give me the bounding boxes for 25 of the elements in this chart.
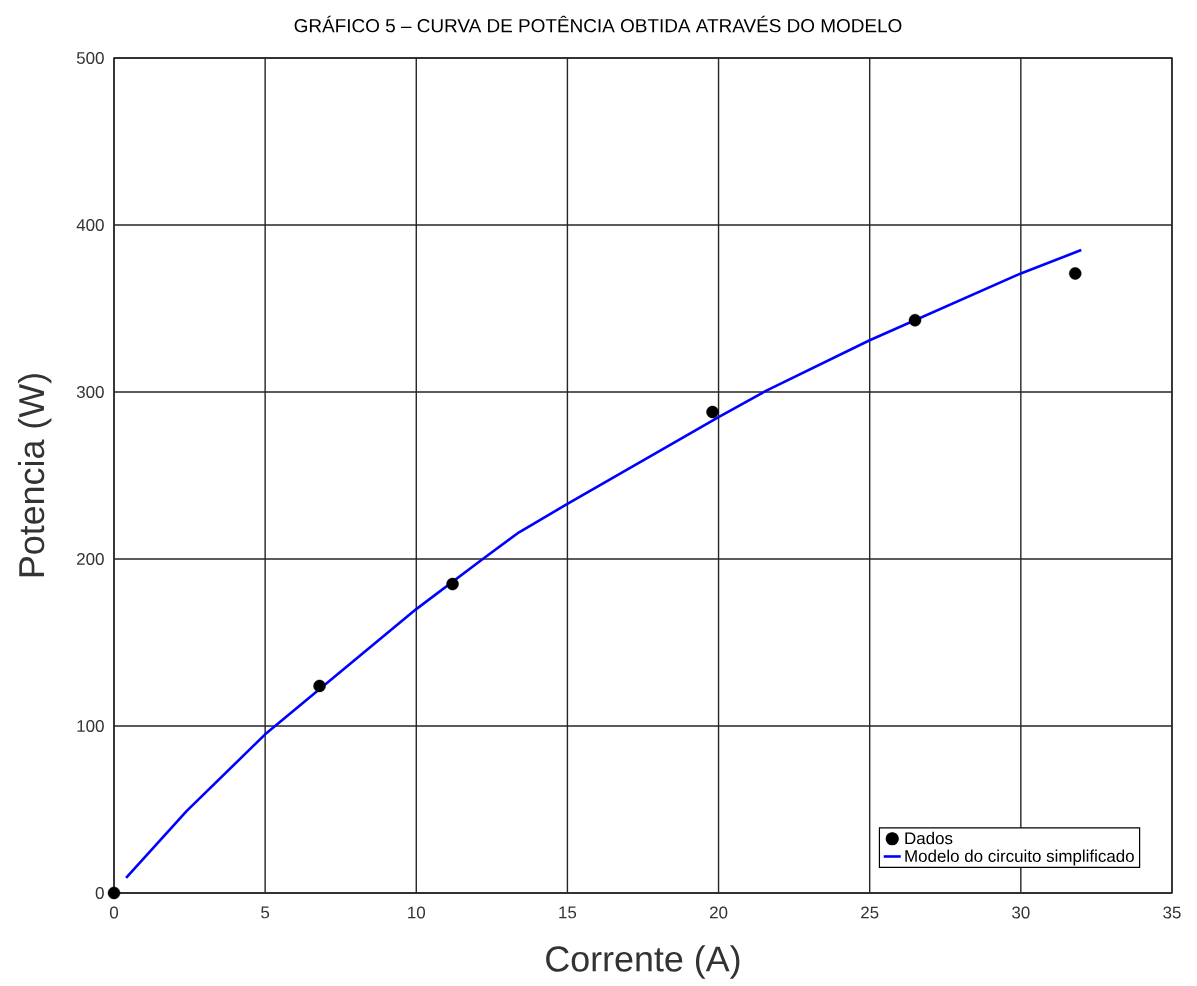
x-tick-label: 15	[559, 906, 577, 919]
x-tick-label: 30	[1012, 906, 1030, 919]
y-tick-label: 100	[77, 720, 104, 732]
x-tick-label: 0	[109, 906, 119, 919]
legend-label: Modelo do circuito simplificado	[905, 849, 1134, 866]
y-tick-label: 500	[76, 52, 104, 64]
point	[446, 577, 459, 591]
point	[706, 405, 719, 419]
point	[107, 886, 121, 900]
legend-label: Dados	[905, 831, 953, 845]
y-axis-title: Potencia (W)	[17, 374, 52, 577]
x-axis-title: Corrente (A)	[546, 945, 740, 979]
x-tick-label: 35	[1163, 906, 1181, 919]
point	[313, 679, 326, 693]
x-tick-label: 5	[261, 906, 270, 919]
point	[1069, 267, 1082, 280]
point	[908, 313, 922, 327]
y-tick-label: 200	[77, 553, 104, 565]
x-tick-label: 25	[861, 906, 879, 919]
x-tick-label: 10	[408, 906, 426, 919]
y-tick-label: 300	[76, 386, 104, 398]
chart-title: GRÁFICO 5 – CURVA DE POTÊNCIA OBTIDA ATRAVÉS DO MODELO	[294, 15, 902, 33]
x-tick-label: 20	[709, 906, 728, 919]
y-tick-label: 0	[95, 887, 104, 899]
y-tick-label: 400	[76, 219, 104, 231]
